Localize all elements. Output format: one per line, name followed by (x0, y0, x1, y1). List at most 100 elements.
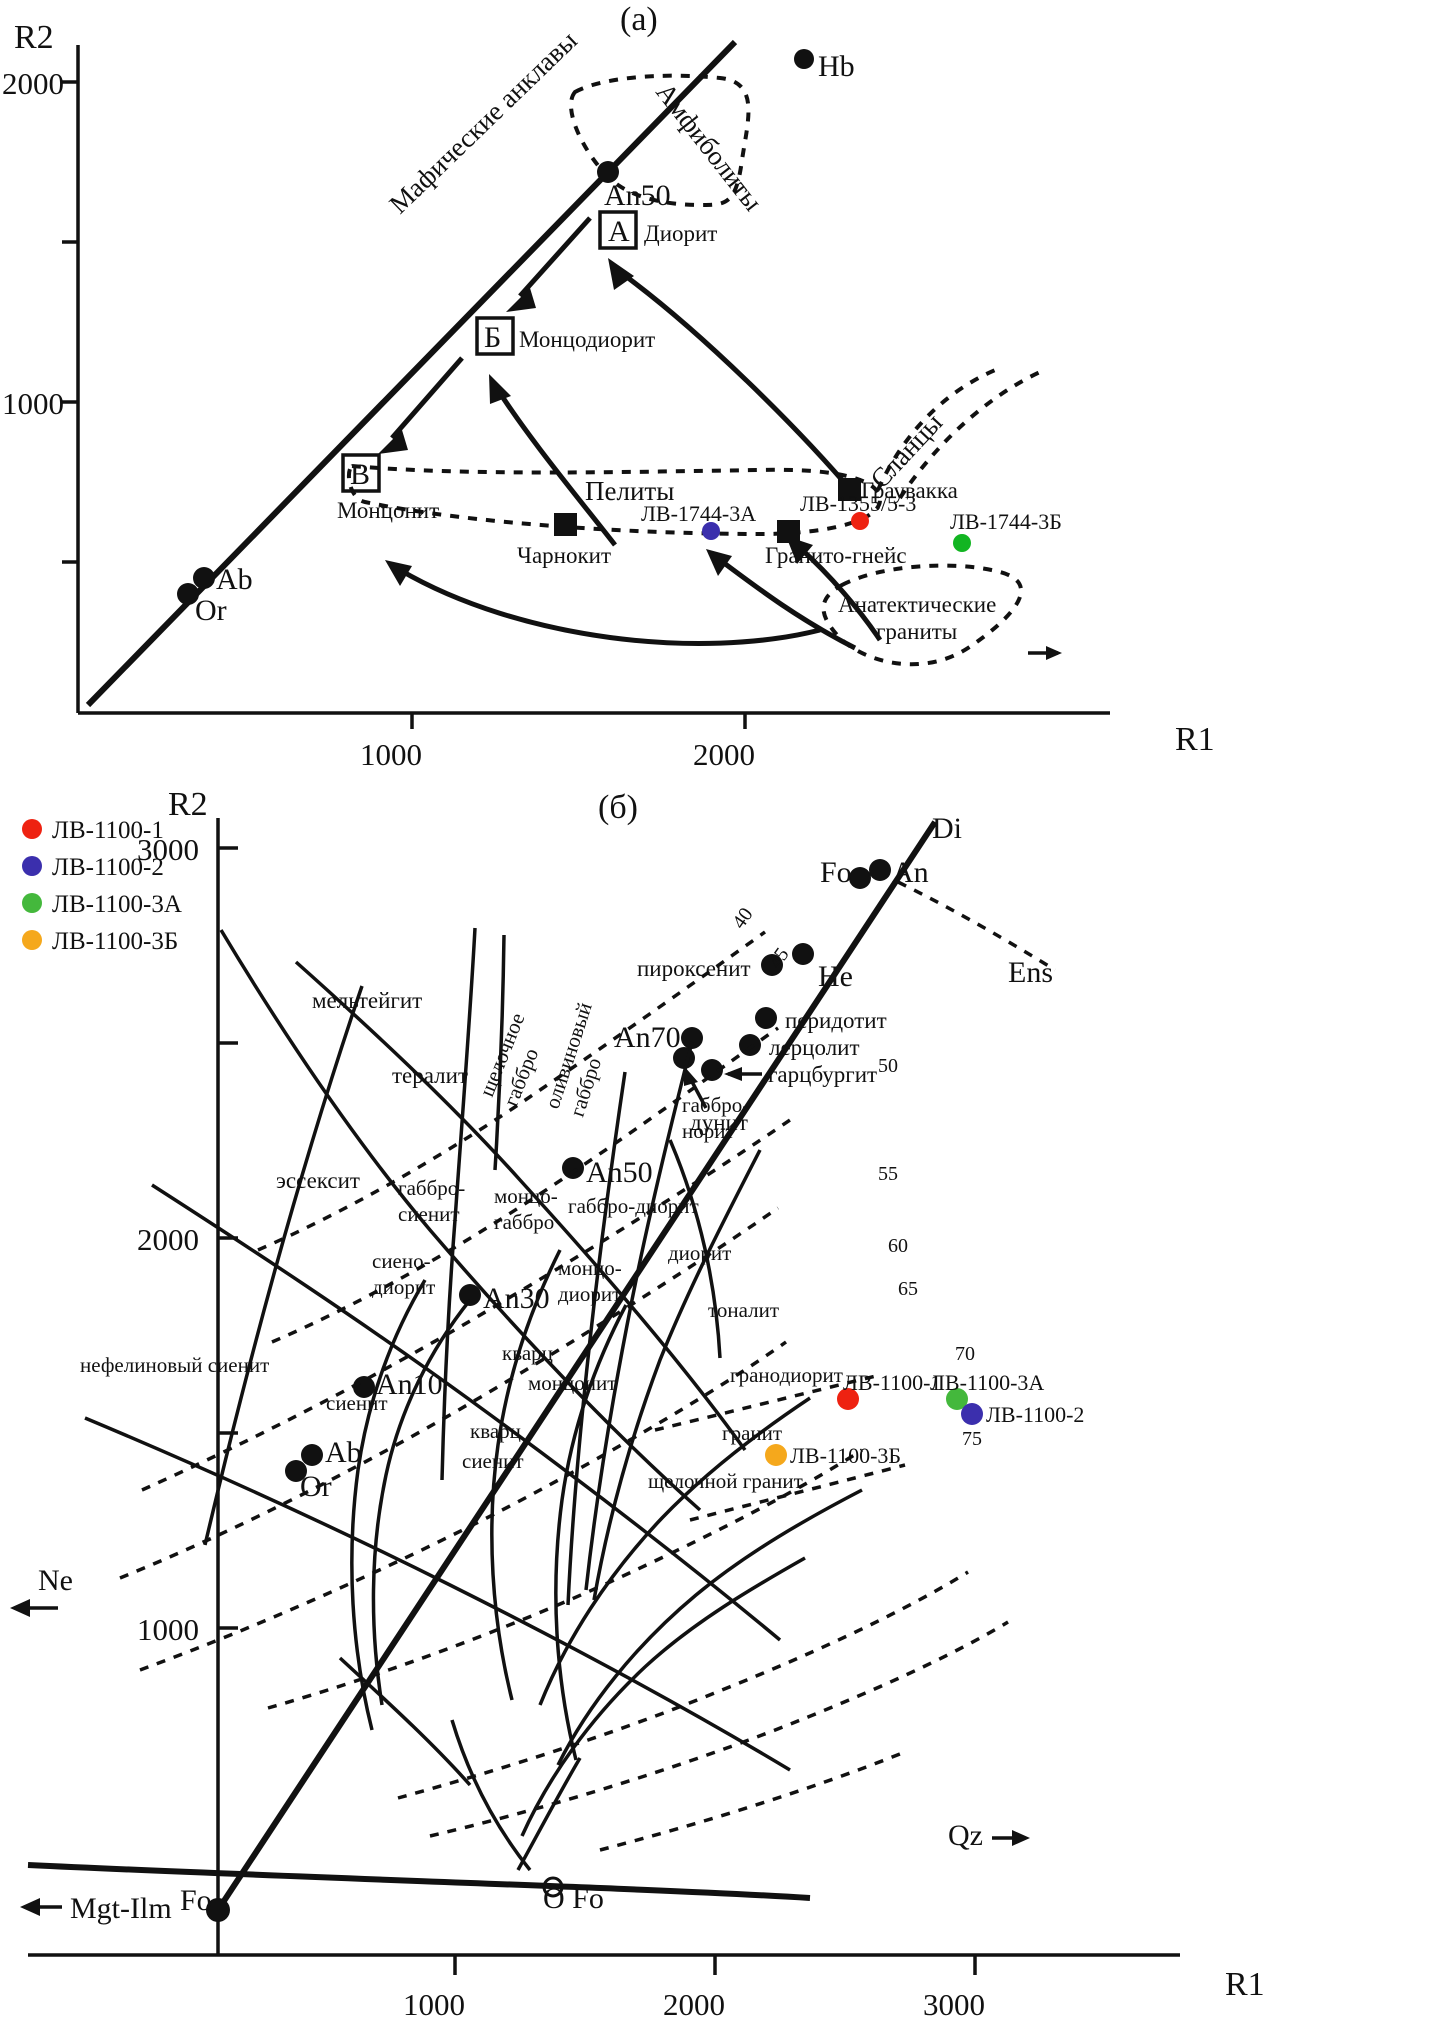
stage-b-rock-label: Монцодиорит (519, 327, 655, 352)
panel-a-right-arrow-icon (1028, 646, 1062, 660)
label-olivine-gabbro: оливиновый габбро (540, 999, 606, 1119)
arrow-ne-icon (10, 1599, 58, 1617)
point-an50 (597, 161, 619, 183)
legend-swatch-lv-1100-3a (22, 893, 42, 913)
panel-a-trend-line (85, 39, 738, 708)
label-dunite: дунит (690, 1110, 748, 1135)
panel-b-isopleths (119, 930, 1009, 1852)
panel-b-ytick-label-1000: 1000 (137, 1612, 199, 1647)
marker-charnockite (554, 513, 577, 536)
label-monzo-gabbro-2: габбро (494, 1210, 554, 1234)
label-granite: гранит (722, 1421, 782, 1445)
arrow-to-charnockite (706, 549, 857, 651)
stage-box-b (475, 316, 515, 356)
sample-point-lv-1100-3a[interactable] (946, 1388, 968, 1410)
label-alkaline-gabbro: щелочное габбро (474, 1009, 543, 1109)
point-o-fo (542, 1876, 564, 1898)
panel-a-title: (а) (620, 1, 658, 38)
point-lherzolite (739, 1034, 761, 1056)
panel-b-title: (б) (598, 789, 638, 826)
ens-dashed-line (897, 880, 1056, 972)
panel-a-ytick-label-2000: 2000 (2, 66, 64, 101)
point-an30-b (459, 1284, 481, 1306)
label-ab-b: Ab (325, 1436, 362, 1469)
label-syeno-diorite-1: сиено- (372, 1249, 431, 1273)
sample-label-lv-1744-3b: ЛВ-1744-3Б (950, 509, 1062, 534)
legend-label-lv-1100-1: ЛВ-1100-1 (52, 817, 164, 844)
point-pyroxenite (761, 954, 783, 976)
arrow-qz-icon (992, 1830, 1030, 1846)
point-harzburgite (701, 1059, 723, 1081)
label-gabbro-syenite-1: габбро- (398, 1176, 465, 1200)
point-an50-label: An50 (604, 179, 671, 212)
sample-point-lv-1100-3b[interactable] (765, 1444, 787, 1466)
mafic-enclaves-label: Мафические анклавы (383, 25, 582, 219)
panel-b-ytick-label-2000: 2000 (137, 1222, 199, 1257)
shales-field-outline (876, 366, 1041, 500)
label-fo-top: Fo (820, 856, 852, 889)
label-pyroxenite: пироксенит (637, 956, 751, 981)
label-diorite: диорит (668, 1241, 731, 1265)
anatectic-granites-label-1: Анатектические (838, 592, 996, 617)
label-ne: Ne (38, 1564, 73, 1597)
anatectic-granites-field-outline (821, 563, 1023, 667)
legend-label-lv-1100-3b: ЛВ-1100-3Б (52, 928, 178, 955)
marker-charnockite-label: Чарнокит (517, 543, 611, 568)
label-gabbro-norite-1: габбро- (682, 1093, 749, 1117)
stage-box-v (341, 453, 381, 493)
point-he (792, 943, 814, 965)
point-or-b (285, 1460, 307, 1482)
panel-a-ytick-label-1000: 1000 (2, 386, 64, 421)
point-ab-b (301, 1444, 323, 1466)
point-peridotite (755, 1007, 777, 1029)
label-monzo-gabbro-1: монцо- (494, 1184, 558, 1208)
label-o-fo: O Fo (543, 1882, 604, 1915)
label-syenite: сиенит (326, 1391, 388, 1415)
stage-box-v-label: В (350, 458, 370, 491)
label-monzo-diorite-2: диорит (558, 1282, 621, 1306)
svg-text:Мафические анклавы: Мафические анклавы (383, 25, 582, 219)
label-peridotite: перидотит (785, 1008, 887, 1033)
label-quartz-monzonite-1: кварц (502, 1341, 553, 1365)
legend-swatch-lv-1100-2 (22, 856, 42, 876)
label-lherzolite: лерцолит (769, 1035, 860, 1060)
label-monzo-diorite-1: монцо- (558, 1256, 622, 1280)
label-an70: An70 (614, 1021, 681, 1054)
label-melteigite: мельтейгит (312, 988, 422, 1013)
panel-b-ytick-label-3000: 3000 (137, 832, 199, 867)
legend-swatch-lv-1100-3b (22, 930, 42, 950)
sample-point-lv-1744-3a[interactable] (702, 522, 720, 540)
panel-a-y-axis-label: R2 (14, 19, 54, 56)
panel-b-base-line (27, 1862, 811, 1901)
label-fo-origin: Fo (180, 1884, 212, 1917)
label-quartz-syenite-2: сиенит (462, 1449, 524, 1473)
sample-point-lv-1744-3b[interactable] (953, 534, 971, 552)
sample-label-lv-1100-2: ЛВ-1100-2 (986, 1402, 1084, 1427)
isopleth-label-60: 60 (888, 1235, 908, 1257)
sample-point-lv-1355-5-3[interactable] (851, 512, 869, 530)
sample-label-lv-1100-1: ЛВ-1100-1 (843, 1370, 941, 1395)
label-an50-b: An50 (586, 1156, 653, 1189)
panel-b-xtick-label-1000: 1000 (403, 1987, 465, 2022)
point-an-top (869, 859, 891, 881)
point-hb-label: Hb (818, 50, 855, 83)
panel-a-xtick-label-2000: 2000 (693, 737, 755, 772)
arrow-to-stage-v (385, 560, 821, 646)
stage-box-a (598, 210, 638, 250)
marker-graywacke (838, 478, 861, 501)
label-qz: Qz (948, 1819, 983, 1852)
pelites-field-outline (346, 463, 883, 537)
point-fo-origin (206, 1898, 230, 1922)
sample-point-lv-1100-2[interactable] (961, 1403, 983, 1425)
sample-point-lv-1100-1[interactable] (837, 1388, 859, 1410)
panel-b-xtick-label-2000: 2000 (663, 1987, 725, 2022)
marker-granite-gneiss (777, 520, 800, 543)
label-gabbro-diorite: габбро-диорит (568, 1194, 699, 1218)
label-alkaline-granite: щелочной гранит (648, 1469, 803, 1493)
sample-label-lv-1355-5-3: ЛВ-1355/5-3 (800, 491, 916, 516)
label-gabbro-syenite-2: сиенит (398, 1202, 460, 1226)
point-dunite (673, 1047, 695, 1069)
panel-a-xtick-label-1000: 1000 (360, 737, 422, 772)
point-an70 (681, 1027, 703, 1049)
label-he: Не (818, 960, 853, 993)
